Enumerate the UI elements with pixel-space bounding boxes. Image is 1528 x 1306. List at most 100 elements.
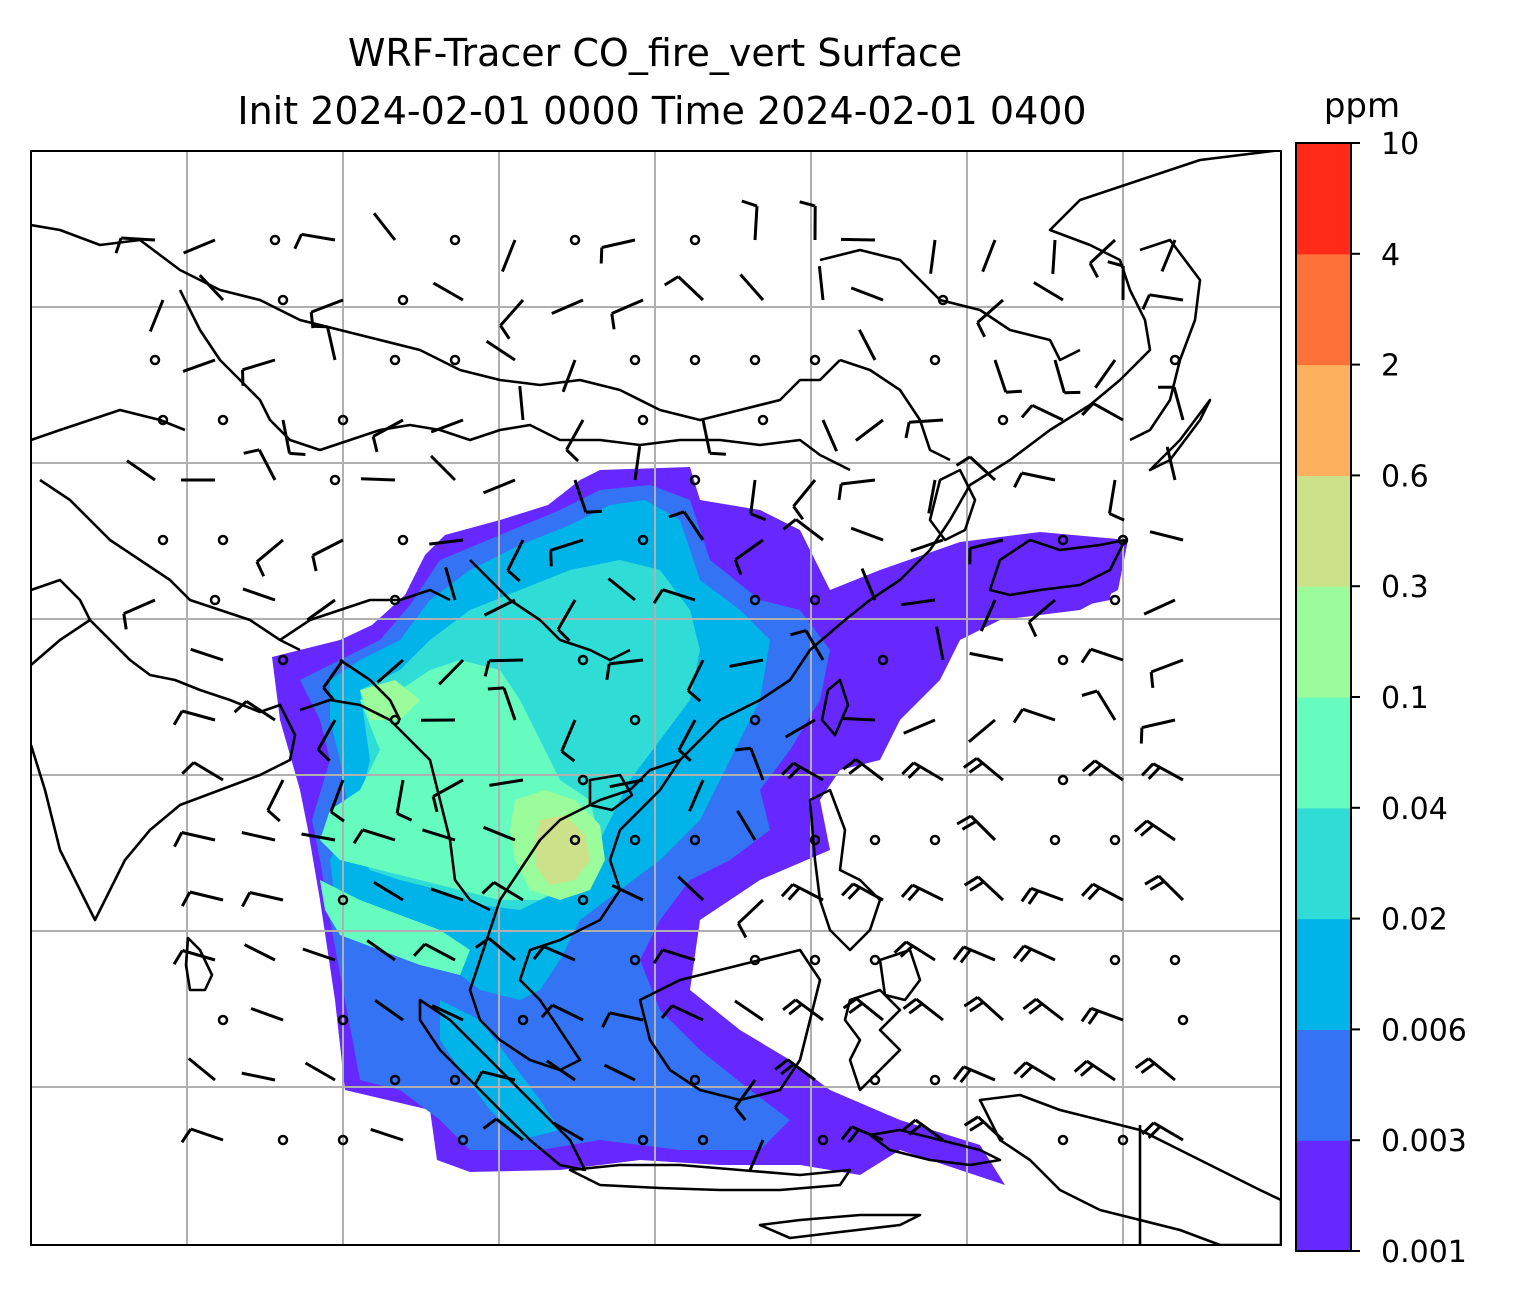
wind-barb bbox=[963, 1115, 1005, 1142]
calm-wind-marker bbox=[337, 1014, 349, 1026]
coastline-segment bbox=[31, 618, 297, 922]
colorbar-segment bbox=[1296, 807, 1351, 920]
wind-barb bbox=[438, 658, 465, 686]
wind-barb bbox=[306, 598, 336, 622]
wind-barb bbox=[311, 538, 344, 572]
calm-wind-marker bbox=[449, 354, 461, 366]
wind-barb bbox=[148, 299, 165, 333]
wind-barb bbox=[927, 479, 937, 514]
calm-wind-marker bbox=[149, 354, 161, 366]
coastline-segment bbox=[279, 588, 451, 642]
wind-barb bbox=[734, 746, 765, 781]
calm-wind-marker bbox=[337, 414, 349, 426]
colorbar-tick-label: 10 bbox=[1381, 127, 1419, 162]
calm-wind-marker bbox=[569, 234, 581, 246]
calm-wind-marker bbox=[809, 354, 821, 366]
wind-barb bbox=[607, 577, 636, 602]
calm-wind-marker bbox=[757, 414, 769, 426]
wind-barb bbox=[1158, 385, 1185, 421]
wind-barb bbox=[993, 359, 1022, 394]
wind-barb bbox=[910, 538, 944, 553]
calm-wind-marker bbox=[277, 1134, 289, 1146]
wind-barb bbox=[1108, 479, 1125, 522]
coastline-segment bbox=[39, 478, 301, 652]
wind-barb bbox=[963, 875, 1005, 902]
calm-wind-marker bbox=[869, 834, 881, 846]
wind-barb bbox=[858, 329, 877, 361]
colorbar-segment bbox=[1296, 1029, 1351, 1141]
wind-barb bbox=[540, 1003, 584, 1022]
wind-barb bbox=[1012, 944, 1056, 963]
coastline-segment bbox=[988, 538, 1127, 597]
wind-barb bbox=[430, 418, 464, 434]
wind-barb bbox=[903, 718, 936, 735]
wind-barb bbox=[1165, 446, 1177, 481]
wind-barb bbox=[739, 273, 765, 301]
wind-barb bbox=[701, 419, 726, 456]
wind-barb bbox=[432, 281, 464, 302]
colorbar-tick-label: 0.6 bbox=[1381, 459, 1429, 494]
wind-barb bbox=[483, 658, 524, 677]
coastline-segment bbox=[178, 289, 851, 472]
wind-barb bbox=[736, 810, 757, 841]
calm-wind-marker bbox=[629, 714, 641, 726]
calm-wind-marker bbox=[637, 1134, 649, 1146]
coastline-segment bbox=[978, 1093, 1281, 1245]
wind-barb bbox=[560, 719, 577, 763]
wind-barb bbox=[781, 761, 824, 782]
plot-title-line-1: WRF-Tracer CO_fire_vert Surface bbox=[348, 31, 962, 75]
wind-barb bbox=[733, 1079, 757, 1121]
wind-barb bbox=[1149, 658, 1184, 689]
calm-wind-marker bbox=[217, 534, 229, 546]
wind-barb bbox=[1013, 471, 1056, 488]
wind-barb bbox=[472, 1070, 516, 1087]
wind-barb bbox=[734, 999, 764, 1022]
wind-barb bbox=[601, 1011, 644, 1028]
wind-barb bbox=[1139, 718, 1176, 744]
wind-barb bbox=[1033, 281, 1064, 302]
wind-barb bbox=[784, 718, 816, 739]
wind-barb bbox=[741, 199, 759, 241]
wind-barb bbox=[952, 1065, 996, 1084]
wind-barb bbox=[842, 758, 884, 782]
wind-barb bbox=[444, 566, 457, 601]
calm-wind-marker bbox=[809, 954, 821, 966]
wind-barb bbox=[371, 418, 404, 453]
wind-barb bbox=[969, 651, 1004, 662]
wind-barb bbox=[126, 459, 156, 482]
coastline-segment bbox=[1148, 398, 1212, 472]
wind-barb bbox=[501, 239, 517, 273]
tracer-contour-aqua bbox=[320, 880, 470, 975]
calm-wind-marker bbox=[1109, 594, 1121, 606]
wind-barb bbox=[506, 539, 525, 583]
map-gridlines bbox=[31, 151, 1281, 1245]
calm-wind-marker bbox=[1109, 954, 1121, 966]
wind-barb bbox=[1073, 1059, 1116, 1082]
wind-barb bbox=[374, 999, 404, 1022]
wind-barb bbox=[979, 599, 997, 632]
wind-barb bbox=[782, 998, 824, 1022]
wind-barb bbox=[190, 647, 224, 662]
wind-barb bbox=[956, 814, 997, 842]
wind-barb bbox=[1141, 293, 1184, 311]
colorbar-tick-label: 0.003 bbox=[1381, 1124, 1467, 1159]
wind-barb bbox=[241, 831, 276, 842]
calm-wind-marker bbox=[277, 654, 289, 666]
coastline-segment bbox=[31, 223, 841, 422]
wind-barb bbox=[243, 943, 276, 962]
wind-barb bbox=[1051, 239, 1057, 274]
wind-barb bbox=[668, 510, 705, 541]
wind-barb bbox=[688, 779, 705, 812]
coastline-segment bbox=[679, 151, 1281, 761]
calm-wind-marker bbox=[517, 1014, 529, 1026]
wind-barb bbox=[1080, 882, 1124, 902]
wind-barb bbox=[182, 358, 216, 373]
colorbar-tick-label: 0.02 bbox=[1381, 903, 1448, 938]
colorbar-unit-label: ppm bbox=[1324, 86, 1400, 126]
colorbar-segments bbox=[1296, 143, 1351, 1252]
colorbar-tick-label: 0.001 bbox=[1381, 1235, 1467, 1270]
calm-wind-marker bbox=[1169, 354, 1181, 366]
colorbar-tick-label: 0.1 bbox=[1381, 681, 1429, 716]
wind-barb bbox=[429, 454, 457, 482]
